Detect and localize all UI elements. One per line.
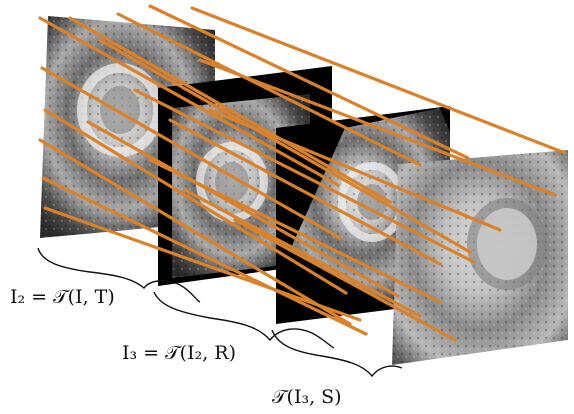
brace-step1 (37, 247, 201, 303)
correspondence-rays (38, 4, 567, 342)
step3-label: 𝒯(I₃, S) (272, 386, 342, 408)
brace-step3 (271, 329, 403, 378)
step2-label: I₃ = 𝒯(I₂, R) (122, 342, 237, 364)
scaled-mri-slice (392, 150, 568, 365)
brace-step2 (153, 291, 335, 349)
step1-label: I₂ = 𝒯(I, T) (10, 286, 115, 308)
